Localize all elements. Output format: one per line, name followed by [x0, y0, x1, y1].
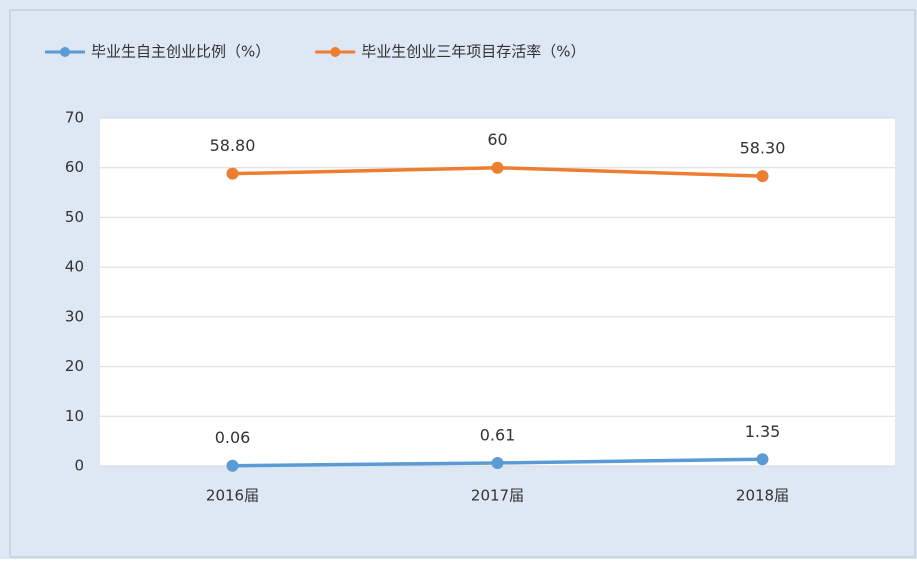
- data-label: 58.30: [740, 139, 786, 158]
- y-tick-label: 60: [65, 158, 84, 176]
- data-point: [756, 453, 769, 466]
- chart-border: [9, 9, 916, 558]
- y-tick-label: 10: [65, 407, 84, 425]
- y-tick-label: 0: [74, 457, 84, 475]
- y-tick-label: 40: [65, 258, 84, 276]
- y-tick-label: 20: [65, 357, 84, 375]
- legend-label: 毕业生自主创业比例（%）: [91, 43, 270, 61]
- x-tick-label: 2016届: [206, 487, 259, 505]
- data-point: [491, 161, 504, 174]
- legend-marker: [60, 47, 70, 57]
- y-tick-label: 30: [65, 307, 84, 325]
- data-label: 58.80: [210, 136, 256, 155]
- y-tick-label: 50: [65, 208, 84, 226]
- x-tick-label: 2017届: [471, 487, 524, 505]
- legend-marker: [330, 47, 341, 57]
- data-label: 1.35: [745, 422, 781, 441]
- data-point: [491, 456, 504, 469]
- y-tick-label: 70: [65, 109, 84, 127]
- data-point: [226, 459, 239, 472]
- data-point: [226, 167, 239, 180]
- x-tick-label: 2018届: [736, 487, 789, 505]
- data-label: 0.06: [215, 428, 251, 447]
- data-point: [756, 170, 769, 183]
- data-label: 0.61: [480, 425, 516, 444]
- legend-label: 毕业生创业三年项目存活率（%）: [361, 43, 585, 61]
- data-label: 60: [487, 130, 507, 149]
